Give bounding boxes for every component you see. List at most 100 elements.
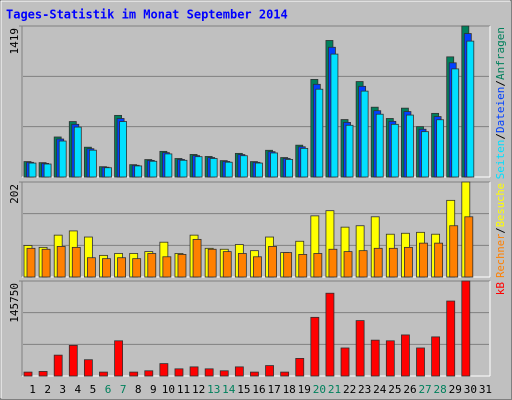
bar	[436, 119, 445, 178]
bar	[390, 123, 399, 178]
bar	[345, 124, 354, 178]
legend: kB	[494, 282, 507, 296]
panel	[22, 281, 490, 376]
bar	[404, 246, 413, 278]
x-tick-label: 27	[418, 383, 431, 396]
x-tick-label: 24	[373, 383, 387, 396]
bar	[179, 159, 188, 178]
bar	[177, 254, 187, 278]
x-tick-label: 25	[388, 383, 401, 396]
legend-entry: kB	[494, 282, 507, 296]
x-tick-label: 13	[207, 383, 220, 396]
bar	[328, 248, 338, 278]
bar	[451, 68, 460, 178]
bar	[38, 371, 48, 377]
bar	[104, 167, 112, 178]
bar	[114, 340, 123, 377]
bar	[192, 238, 202, 278]
bar	[250, 371, 259, 377]
y-tick-label: 202	[8, 184, 21, 204]
bar	[268, 246, 277, 278]
x-tick-label: 19	[298, 383, 311, 396]
x-tick-label: 5	[90, 383, 97, 396]
bar	[68, 344, 78, 377]
bar	[43, 163, 52, 178]
bar	[162, 256, 172, 278]
bar	[58, 140, 67, 178]
x-tick-label: 18	[283, 383, 296, 396]
bar	[385, 340, 395, 377]
bar	[117, 257, 126, 278]
bar	[219, 370, 229, 377]
bar	[86, 257, 96, 278]
x-tick-label: 15	[237, 383, 250, 396]
bar	[313, 253, 323, 278]
bar	[280, 371, 290, 377]
x-tick-label: 10	[162, 383, 175, 396]
bar	[224, 161, 233, 178]
x-tick-label: 8	[135, 383, 142, 396]
bar	[300, 147, 309, 178]
bar	[23, 371, 33, 377]
legend-entry: Seiten	[494, 140, 507, 180]
bar	[147, 253, 157, 278]
bar	[464, 216, 474, 278]
bar	[343, 251, 353, 278]
bar	[164, 153, 173, 178]
bar	[270, 152, 278, 178]
bar	[375, 113, 384, 178]
bar	[449, 225, 459, 278]
bar	[419, 242, 428, 278]
x-tick-label: 20	[313, 383, 326, 396]
bar	[255, 162, 263, 178]
x-tick-label: 22	[343, 383, 356, 396]
legend-entry: Dateien	[494, 87, 507, 133]
x-tick-label: 31	[479, 383, 492, 396]
x-tick-label: 9	[150, 383, 157, 396]
x-tick-label: 1	[29, 383, 36, 396]
bar	[234, 366, 244, 377]
bar	[325, 292, 335, 377]
bar	[461, 280, 471, 377]
bar	[370, 339, 380, 377]
bar	[421, 131, 429, 178]
x-tick-label: 26	[403, 383, 416, 396]
bar	[355, 320, 365, 377]
bar	[71, 246, 81, 278]
bar	[194, 156, 203, 178]
bar	[466, 40, 475, 178]
x-tick-label: 29	[449, 383, 462, 396]
legend: Seiten/Dateien/Anfragen	[494, 27, 507, 179]
x-tick-label: 7	[120, 383, 127, 396]
bar	[26, 247, 36, 278]
bar	[283, 252, 293, 278]
x-tick-label: 4	[75, 383, 82, 396]
bar	[239, 155, 248, 178]
bar	[189, 366, 199, 377]
legend-separator: /	[494, 133, 507, 140]
bar	[129, 371, 139, 377]
bar	[388, 247, 398, 278]
x-tick-label: 2	[44, 383, 51, 396]
legend: Rechner/Besuche	[495, 183, 507, 278]
legend-entry: Besuche	[495, 183, 507, 227]
bar	[253, 256, 262, 278]
bar	[83, 359, 93, 377]
legend-entry: Rechner	[495, 234, 507, 278]
x-tick-label: 14	[222, 383, 236, 396]
bar	[360, 90, 369, 178]
bar	[134, 165, 143, 178]
bar	[434, 242, 444, 278]
x-tick-label: 16	[252, 383, 265, 396]
bar	[102, 258, 111, 278]
bar	[406, 114, 414, 178]
bar	[207, 248, 217, 278]
bar	[310, 316, 320, 377]
bar	[295, 358, 305, 377]
bar	[222, 251, 232, 278]
bar	[431, 336, 441, 377]
bar	[401, 334, 410, 377]
bar	[174, 368, 184, 377]
x-tick-label: 6	[105, 383, 112, 396]
